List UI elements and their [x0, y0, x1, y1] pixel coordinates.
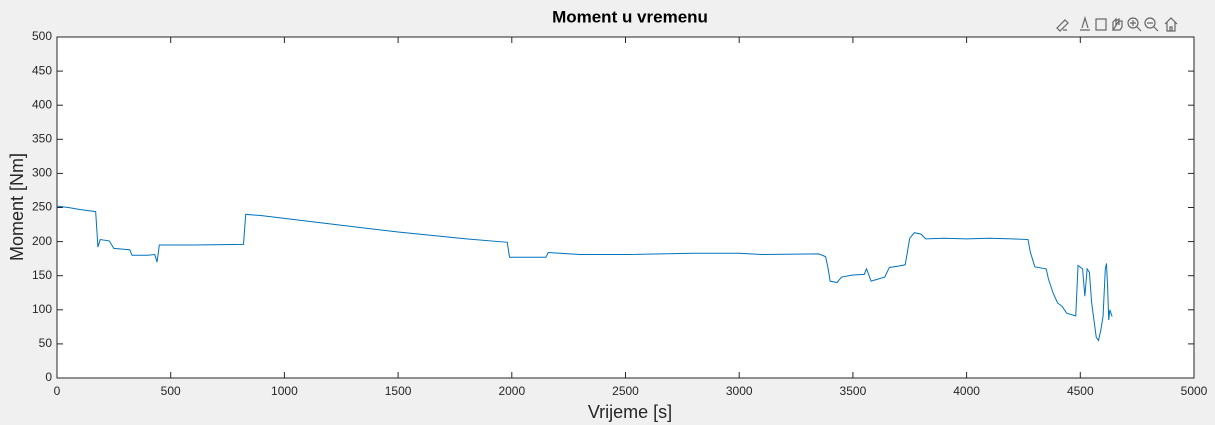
plot-area	[57, 37, 1194, 378]
x-tick-label: 1000	[271, 384, 298, 398]
zoom-in-icon[interactable]	[1127, 17, 1139, 29]
axes-box	[56, 36, 1195, 379]
y-axis-label: Moment [Nm]	[7, 153, 27, 261]
y-tick-label: 100	[32, 302, 52, 316]
x-tick-label: 3000	[726, 384, 753, 398]
brush-icon[interactable]	[1056, 19, 1069, 32]
x-tick-label: 4000	[953, 384, 980, 398]
y-tick-label: 450	[32, 63, 52, 77]
y-tick-label: 350	[32, 131, 52, 145]
y-tick-label: 300	[32, 166, 52, 180]
y-tick-label: 250	[32, 200, 52, 214]
y-tick-label: 150	[32, 268, 52, 282]
data-tip-icon[interactable]	[1080, 15, 1090, 31]
x-tick-label: 500	[161, 384, 181, 398]
x-tick-label: 3500	[840, 384, 867, 398]
y-tick-label: 500	[32, 29, 52, 43]
x-axis-label: Vrijeme [s]	[588, 402, 672, 422]
data-line	[56, 205, 1113, 342]
x-tick-label: 2500	[612, 384, 639, 398]
y-tick-label: 50	[39, 336, 53, 350]
legend-icon[interactable]	[1095, 18, 1107, 31]
y-tick-label: 200	[32, 234, 52, 248]
y-tick-label: 0	[45, 370, 52, 384]
zoom-out-icon[interactable]	[1144, 17, 1156, 29]
pan-icon[interactable]	[1111, 17, 1123, 31]
y-tick-label: 400	[32, 97, 52, 111]
x-tick-label: 2000	[498, 384, 525, 398]
chart-title: Moment u vremenu	[552, 7, 708, 26]
x-tick-label: 1500	[385, 384, 412, 398]
toolbar[interactable]	[1056, 15, 1178, 32]
x-tick-label: 0	[54, 384, 61, 398]
x-tick-label: 4500	[1067, 384, 1094, 398]
home-icon[interactable]	[1164, 17, 1178, 32]
x-tick-label: 5000	[1181, 384, 1208, 398]
